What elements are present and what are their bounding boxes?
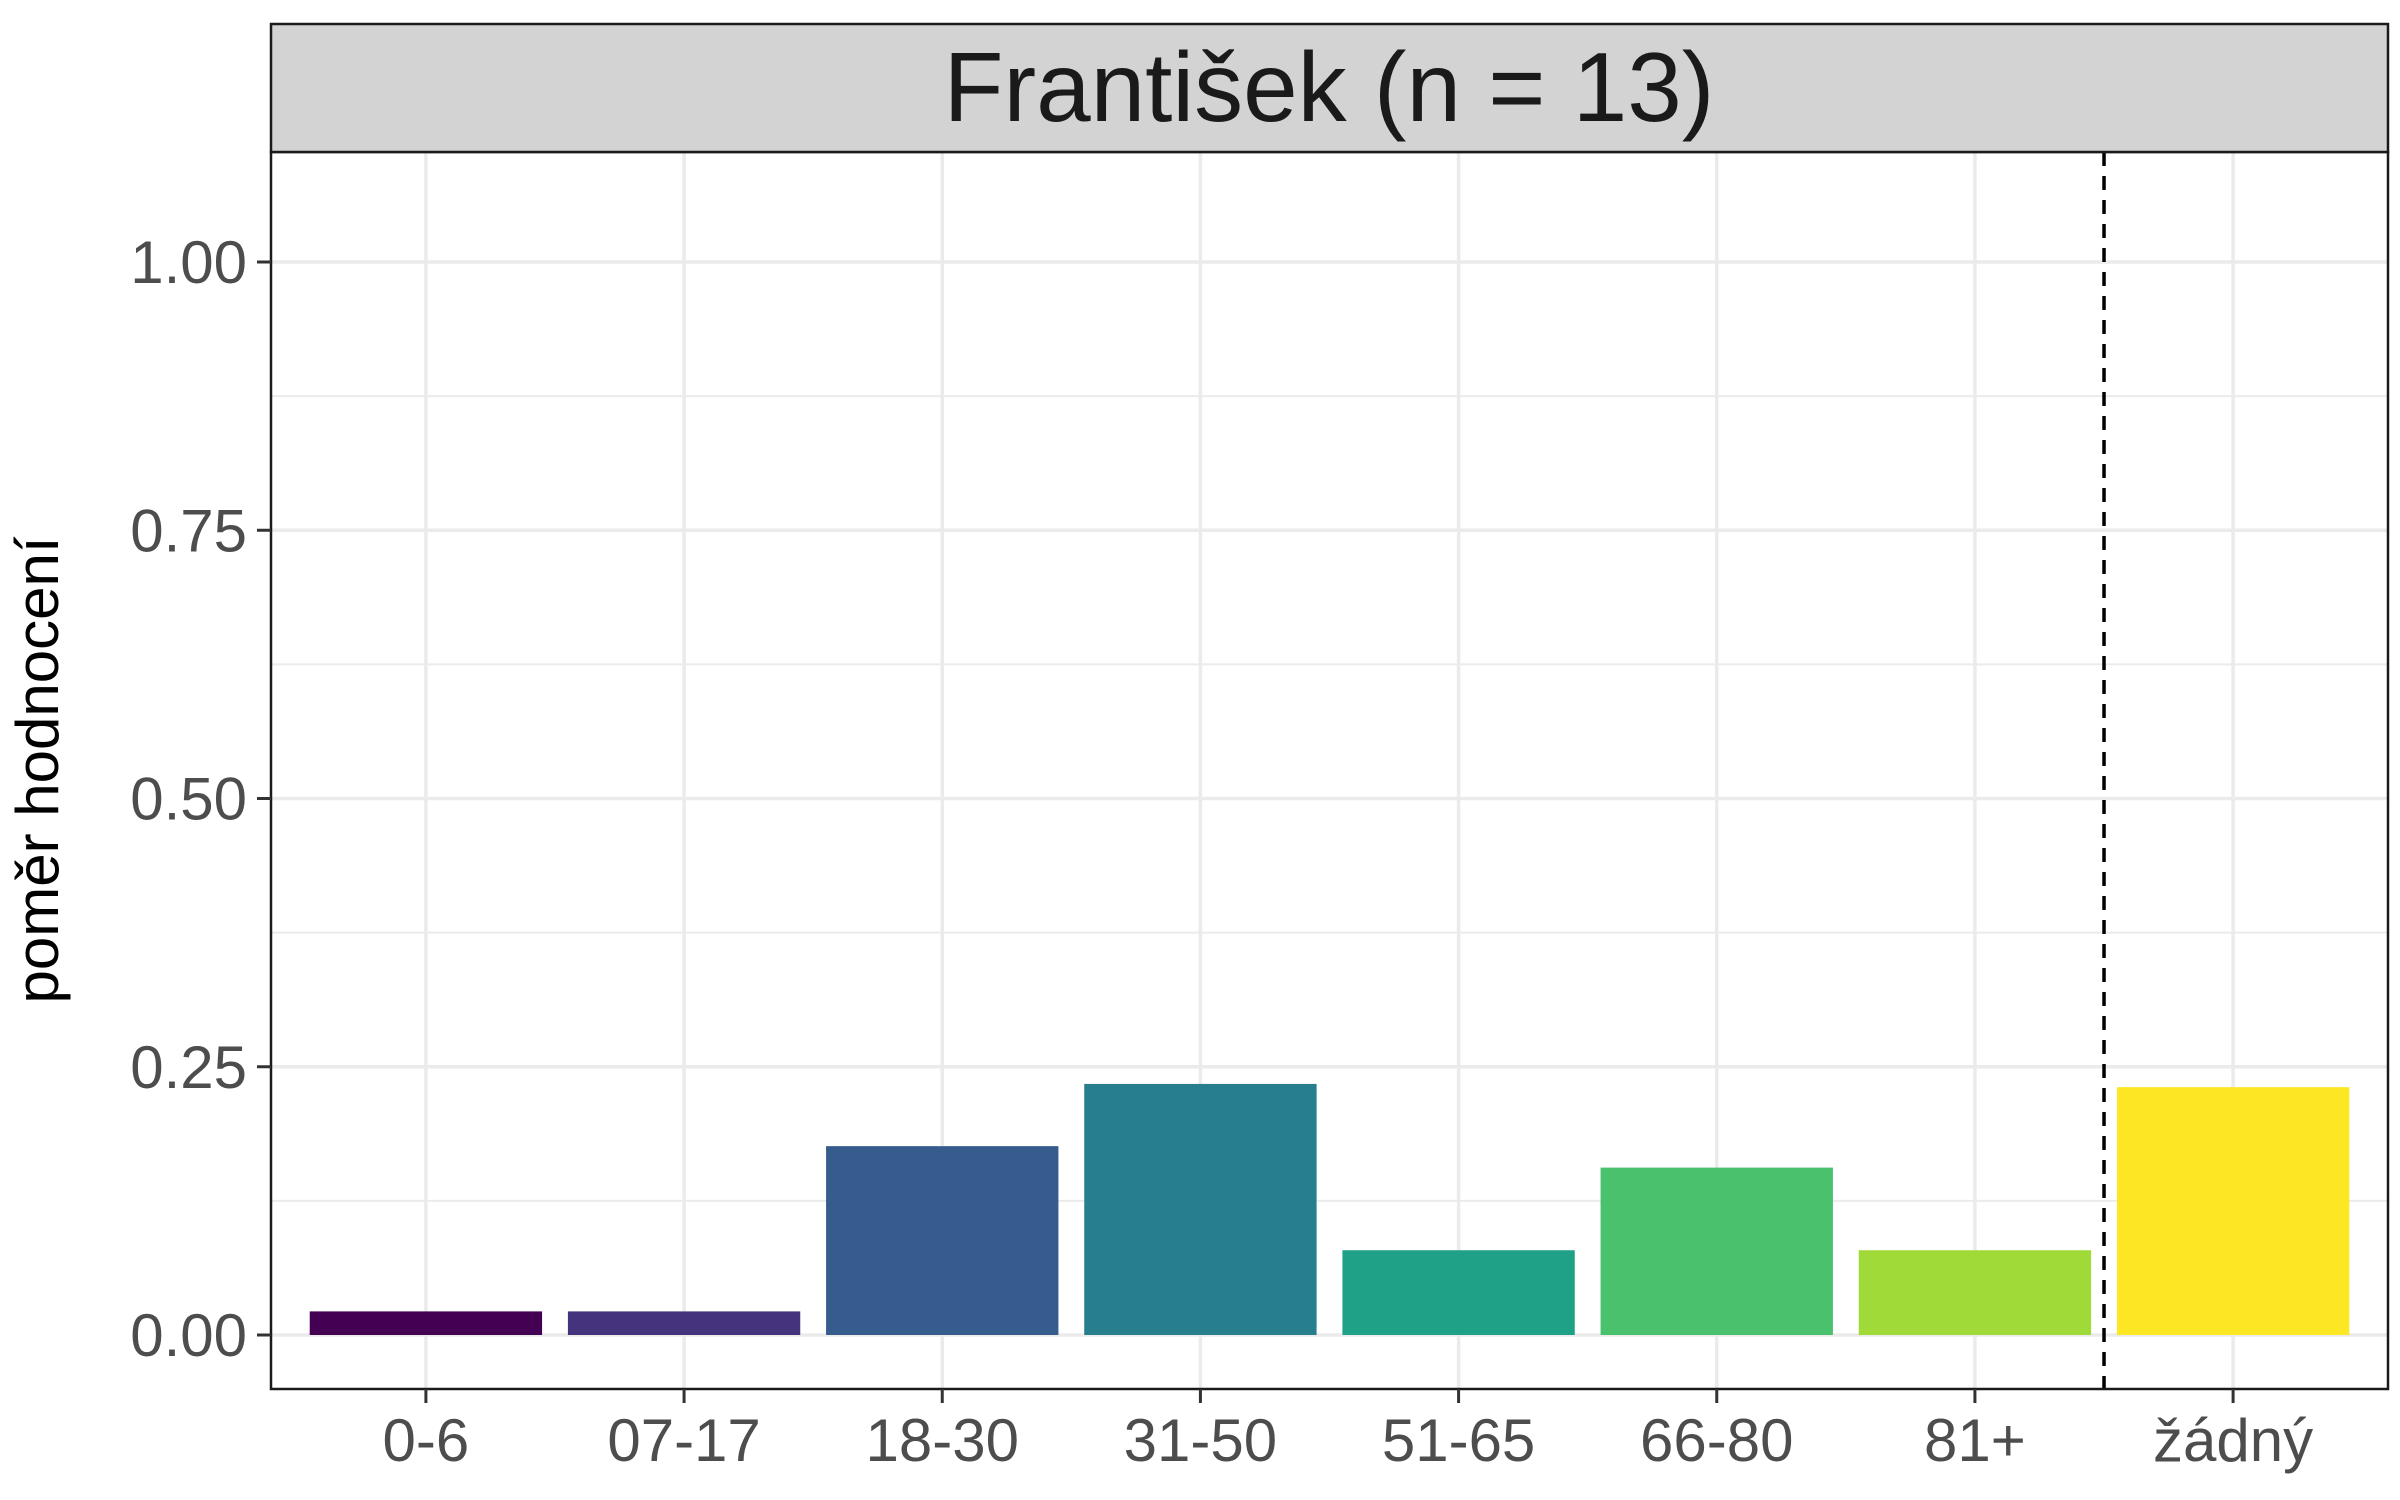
y-axis: 0.00 0.25 0.50 0.75 1.00 <box>130 229 271 1369</box>
bar-51-65 <box>1342 1250 1575 1335</box>
x-axis: 0-6 07-17 18-30 31-50 51-65 66-80 81+ žádný <box>383 1389 2313 1474</box>
chart-title: František (n = 13) <box>944 32 1715 142</box>
x-tick-label: 0-6 <box>383 1407 470 1474</box>
bar-81+ <box>1858 1250 2092 1335</box>
bar-31-50 <box>1084 1083 1317 1335</box>
bar-žádný <box>2116 1087 2350 1335</box>
x-tick-label: 07-17 <box>607 1407 760 1474</box>
y-tick-label: 0.75 <box>130 497 247 564</box>
y-tick-label: 0.25 <box>130 1034 247 1101</box>
y-tick-label: 1.00 <box>130 229 247 296</box>
bar-0-6 <box>309 1311 543 1335</box>
grid-layer <box>271 152 2388 1389</box>
bar-07-17 <box>567 1311 801 1335</box>
x-tick-label: žádný <box>2153 1407 2313 1474</box>
bar-18-30 <box>826 1146 1059 1335</box>
x-tick-label: 51-65 <box>1382 1407 1535 1474</box>
bar-66-80 <box>1600 1167 1833 1335</box>
bar-layer <box>309 1083 2350 1335</box>
x-tick-label: 66-80 <box>1640 1407 1793 1474</box>
y-tick-label: 0.50 <box>130 766 247 833</box>
x-tick-label: 18-30 <box>866 1407 1019 1474</box>
y-tick-label: 0.00 <box>130 1302 247 1369</box>
y-axis-title: poměr hodnocení <box>4 536 71 1003</box>
facet-strip: František (n = 13) <box>269 22 2390 154</box>
panel-border <box>269 150 2390 1391</box>
facet-strip-background <box>269 22 2390 154</box>
x-tick-label: 81+ <box>1924 1407 2026 1474</box>
x-tick-label: 31-50 <box>1124 1407 1277 1474</box>
